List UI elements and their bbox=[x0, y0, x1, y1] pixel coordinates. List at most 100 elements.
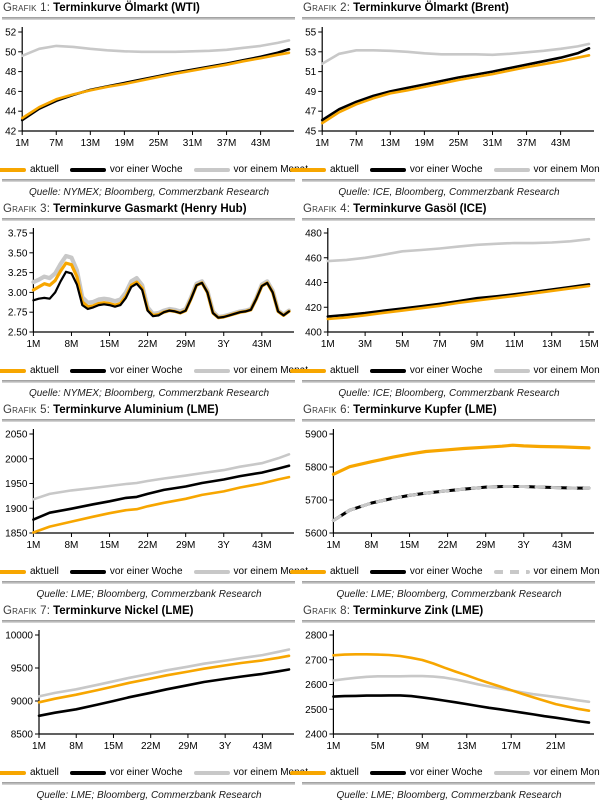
svg-text:3.50: 3.50 bbox=[8, 248, 28, 259]
legend-item: vor einer Woche bbox=[69, 767, 183, 778]
chart-label: Grafik 3: bbox=[3, 203, 51, 215]
legend-label: vor einer Woche bbox=[409, 365, 483, 376]
chart-title: Grafik 8: Terminkurve Zink (LME) bbox=[302, 605, 596, 618]
svg-text:43M: 43M bbox=[551, 138, 570, 149]
legend-swatch-monat-icon bbox=[493, 770, 530, 775]
svg-text:10000: 10000 bbox=[5, 631, 33, 642]
legend-item: vor einer Woche bbox=[69, 566, 183, 577]
line-chart-wti: 42 44 46 48 50 52 1M 7M 13M 19M 25M 31M 37M 43M bbox=[5, 27, 294, 149]
legend-item: vor einem Monat bbox=[493, 566, 600, 577]
line-chart-nickel: 8500 9000 9500 10000 1M 8M 15M 22M 29M 3Y 43M bbox=[5, 630, 294, 752]
chart-label: Grafik 1: bbox=[3, 2, 51, 14]
legend-label: vor einer Woche bbox=[109, 767, 183, 778]
svg-text:1850: 1850 bbox=[5, 529, 28, 540]
line-chart-zink: 2400 2500 2600 2700 2800 1M 5M 9M 13M 17M 21M bbox=[305, 630, 594, 752]
divider bbox=[302, 419, 595, 422]
legend-swatch-monat-icon bbox=[193, 368, 230, 373]
chart-label: Grafik 6: bbox=[303, 404, 351, 416]
legend-swatch-woche-icon bbox=[69, 770, 106, 775]
legend-swatch-aktuell-icon bbox=[0, 167, 26, 172]
svg-text:7M: 7M bbox=[49, 138, 63, 149]
legend-item: vor einer Woche bbox=[369, 767, 483, 778]
svg-text:7M: 7M bbox=[433, 339, 447, 350]
chart-label: Grafik 2: bbox=[303, 2, 351, 14]
svg-text:8500: 8500 bbox=[11, 730, 34, 741]
svg-text:43M: 43M bbox=[552, 540, 571, 551]
svg-text:50: 50 bbox=[5, 47, 17, 58]
chart-panel-aluminium: Grafik 5: Terminkurve Aluminium (LME) 185… bbox=[0, 402, 308, 603]
divider bbox=[2, 620, 295, 623]
svg-text:9000: 9000 bbox=[11, 697, 34, 708]
chart-title-text: Terminkurve Gasöl (ICE) bbox=[353, 203, 487, 215]
legend-item: vor einem Monat bbox=[493, 767, 600, 778]
chart-legend: aktuell vor einer Woche vor einem Monat bbox=[289, 162, 600, 177]
legend-label: vor einem Monat bbox=[533, 365, 600, 376]
svg-text:2800: 2800 bbox=[305, 631, 328, 642]
legend-swatch-aktuell-icon bbox=[289, 770, 326, 775]
legend-label: vor einer Woche bbox=[109, 566, 183, 577]
legend-label: vor einem Monat bbox=[233, 365, 309, 376]
legend-item: vor einem Monat bbox=[193, 365, 309, 376]
svg-text:11M: 11M bbox=[505, 339, 524, 350]
chart-label: Grafik 8: bbox=[303, 605, 351, 617]
svg-text:37M: 37M bbox=[517, 138, 536, 149]
chart-legend: aktuell vor einer Woche vor einem Monat bbox=[289, 564, 600, 579]
legend-label: aktuell bbox=[29, 365, 59, 376]
svg-text:22M: 22M bbox=[438, 540, 457, 551]
source-caption: Quelle: LME; Bloomberg, Commerzbank Rese… bbox=[336, 790, 562, 801]
svg-text:51: 51 bbox=[305, 67, 317, 78]
svg-text:49: 49 bbox=[305, 87, 317, 98]
line-chart-gasoil: 400 420 440 460 480 1M 3M 5M 7M 9M 11M 13M 15M bbox=[305, 228, 599, 350]
svg-text:1M: 1M bbox=[15, 138, 29, 149]
svg-text:8M: 8M bbox=[65, 339, 79, 350]
legend-label: vor einem Monat bbox=[233, 566, 309, 577]
legend-label: aktuell bbox=[29, 566, 59, 577]
svg-text:21M: 21M bbox=[546, 741, 565, 752]
chart-legend: aktuell vor einer Woche vor einem Monat bbox=[0, 564, 308, 579]
svg-text:13M: 13M bbox=[542, 339, 561, 350]
svg-text:43M: 43M bbox=[252, 540, 271, 551]
legend-label: vor einem Monat bbox=[533, 164, 600, 175]
legend-swatch-woche-icon bbox=[69, 569, 106, 574]
chart-panel-henry-hub: Grafik 3: Terminkurve Gasmarkt (Henry Hub… bbox=[0, 201, 308, 402]
svg-text:1M: 1M bbox=[326, 741, 340, 752]
legend-label: aktuell bbox=[29, 164, 59, 175]
divider bbox=[2, 380, 295, 383]
legend-swatch-woche-icon bbox=[69, 167, 106, 172]
svg-text:29M: 29M bbox=[178, 741, 197, 752]
legend-item: aktuell bbox=[289, 566, 359, 577]
svg-text:22M: 22M bbox=[138, 339, 157, 350]
legend-swatch-aktuell-icon bbox=[0, 569, 26, 574]
legend-label: aktuell bbox=[329, 566, 359, 577]
svg-text:22M: 22M bbox=[138, 540, 157, 551]
svg-text:17M: 17M bbox=[501, 741, 520, 752]
chart-title-text: Terminkurve Aluminium (LME) bbox=[53, 404, 219, 416]
svg-text:47: 47 bbox=[305, 107, 317, 118]
legend-swatch-woche-icon bbox=[369, 770, 406, 775]
svg-text:5800: 5800 bbox=[305, 463, 328, 474]
chart-label: Grafik 7: bbox=[3, 605, 51, 617]
legend-label: aktuell bbox=[329, 767, 359, 778]
chart-legend: aktuell vor einer Woche vor einem Monat bbox=[0, 363, 308, 378]
chart-legend: aktuell vor einer Woche vor einem Monat bbox=[289, 363, 600, 378]
divider bbox=[302, 581, 595, 584]
svg-text:420: 420 bbox=[305, 303, 322, 314]
svg-text:9M: 9M bbox=[470, 339, 484, 350]
svg-text:46: 46 bbox=[5, 87, 17, 98]
legend-item: vor einem Monat bbox=[193, 164, 308, 175]
chart-panel-gasoil: Grafik 4: Terminkurve Gasöl (ICE) 400 420 4… bbox=[289, 201, 600, 402]
svg-text:15M: 15M bbox=[400, 540, 419, 551]
svg-text:37M: 37M bbox=[217, 138, 236, 149]
divider bbox=[2, 581, 295, 584]
chart-label: Grafik 5: bbox=[3, 404, 51, 416]
svg-text:1900: 1900 bbox=[5, 504, 28, 515]
chart-legend: aktuell vor einer Woche vor einem Monat bbox=[0, 162, 308, 177]
svg-text:3M: 3M bbox=[358, 339, 372, 350]
svg-text:5900: 5900 bbox=[305, 430, 328, 441]
chart-title: Grafik 1: Terminkurve Ölmarkt (WTI) bbox=[2, 2, 296, 15]
svg-text:1M: 1M bbox=[321, 339, 335, 350]
legend-label: aktuell bbox=[329, 164, 359, 175]
svg-text:29M: 29M bbox=[176, 540, 195, 551]
chart-panel-brent: Grafik 2: Terminkurve Ölmarkt (Brent) 45 4… bbox=[289, 0, 600, 201]
chart-title-text: Terminkurve Gasmarkt (Henry Hub) bbox=[53, 203, 247, 215]
